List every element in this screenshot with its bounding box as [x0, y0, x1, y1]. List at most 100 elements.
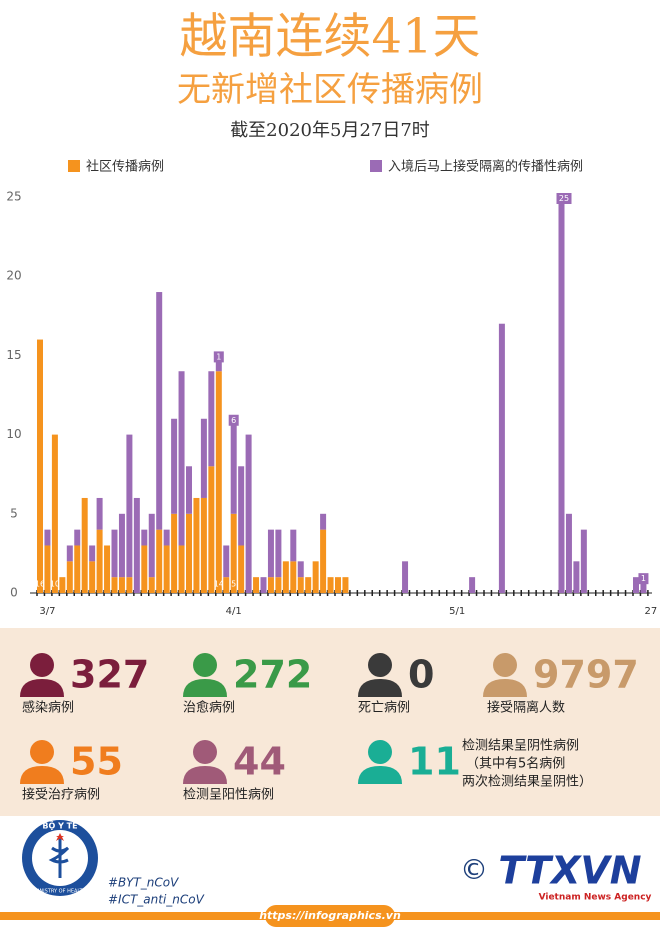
person-icon-body	[483, 679, 527, 697]
bar	[253, 577, 260, 593]
bar	[238, 466, 245, 546]
bar	[186, 513, 192, 593]
y-tick-label: 25	[6, 190, 21, 204]
stat-label: 死亡病例	[358, 701, 410, 716]
bar	[267, 529, 274, 578]
x-tick-label: 5/1	[449, 606, 465, 617]
bar	[267, 577, 274, 593]
moh-emblem	[48, 838, 70, 878]
bar	[320, 513, 327, 530]
bar	[200, 497, 207, 593]
stat-label: 治愈病例	[183, 701, 235, 716]
bar	[126, 577, 133, 593]
person-icon-body	[358, 679, 402, 697]
person-icon-head	[30, 740, 54, 764]
bar	[96, 529, 103, 593]
value-label: 6	[231, 416, 236, 425]
value-label-box	[638, 573, 649, 585]
x-tick-label: 3/7	[39, 606, 55, 617]
agency: TTXVN	[498, 849, 641, 893]
bar	[282, 561, 289, 593]
value-label: 5	[231, 580, 236, 589]
title: 越南连续41天	[179, 9, 480, 65]
stat-value: 327	[70, 653, 149, 697]
person-icon-head	[30, 653, 54, 677]
stat-label: 检测呈阳性病例	[183, 788, 274, 803]
bar	[215, 355, 222, 372]
bar	[290, 561, 297, 593]
person-icon-body	[183, 766, 227, 784]
bar	[565, 513, 572, 593]
bar	[305, 577, 312, 593]
bar	[118, 577, 125, 593]
bar	[290, 529, 297, 562]
moh-star	[56, 833, 64, 841]
bar	[469, 577, 476, 593]
legend-label: 社区传播病例	[86, 159, 164, 175]
person-icon-body	[358, 766, 402, 784]
bar	[327, 577, 334, 593]
logo-text: BỘ Y TẾ	[42, 819, 78, 831]
bar	[275, 577, 282, 593]
bar	[51, 434, 58, 593]
bar	[126, 434, 133, 578]
url: https://infographics.vn	[259, 909, 401, 922]
date: 截至2020年5月27日7时	[230, 120, 430, 141]
person-icon-head	[193, 740, 217, 764]
bar	[498, 323, 505, 593]
person-icon-body	[20, 679, 64, 697]
bar	[580, 529, 587, 593]
bar	[178, 545, 185, 593]
person-icon-body	[183, 679, 227, 697]
bar	[66, 561, 73, 593]
bar	[573, 561, 580, 593]
logo-sub: MINISTRY OF HEALTH	[34, 889, 87, 895]
bar	[297, 561, 304, 578]
bar	[193, 497, 200, 593]
bar	[633, 577, 639, 593]
copyright: ©	[460, 853, 488, 886]
stat-value: 272	[233, 653, 312, 697]
bar	[89, 545, 96, 562]
value-label: 10	[50, 580, 60, 589]
stat-label: 检测结果呈阴性病例	[462, 739, 579, 754]
hashtag: #ICT_anti_nCoV	[108, 893, 205, 907]
bar	[96, 497, 103, 530]
value-label: 14	[214, 580, 224, 589]
bar	[335, 577, 341, 593]
person-icon-head	[493, 653, 517, 677]
bar	[141, 529, 148, 546]
x-tick-label: 4/1	[226, 606, 242, 617]
bar	[44, 529, 51, 546]
stat-label: 两次检测结果呈阴性）	[462, 774, 592, 790]
y-tick-label: 15	[6, 348, 21, 362]
bar	[156, 529, 163, 593]
bar	[156, 292, 163, 530]
bar	[66, 545, 73, 562]
y-tick-label: 10	[6, 427, 21, 441]
stats-panel	[0, 628, 660, 816]
bar	[74, 529, 81, 546]
bar	[275, 529, 282, 578]
legend-swatch	[370, 160, 382, 172]
stat-label: 感染病例	[22, 700, 74, 716]
bar	[111, 577, 118, 593]
person-icon-body	[20, 766, 64, 784]
bar	[230, 513, 237, 593]
bar	[245, 434, 252, 593]
bar	[163, 545, 170, 593]
bar	[89, 561, 96, 593]
bar	[215, 371, 222, 593]
bar	[223, 545, 230, 578]
bar	[312, 561, 319, 593]
bar	[558, 197, 565, 593]
y-tick-label: 0	[10, 586, 18, 600]
bar	[223, 577, 230, 593]
bar	[148, 513, 155, 578]
bar	[640, 577, 647, 593]
bar	[297, 577, 304, 593]
stat-value: 55	[70, 740, 123, 784]
bar	[402, 561, 409, 593]
bar	[208, 371, 215, 467]
